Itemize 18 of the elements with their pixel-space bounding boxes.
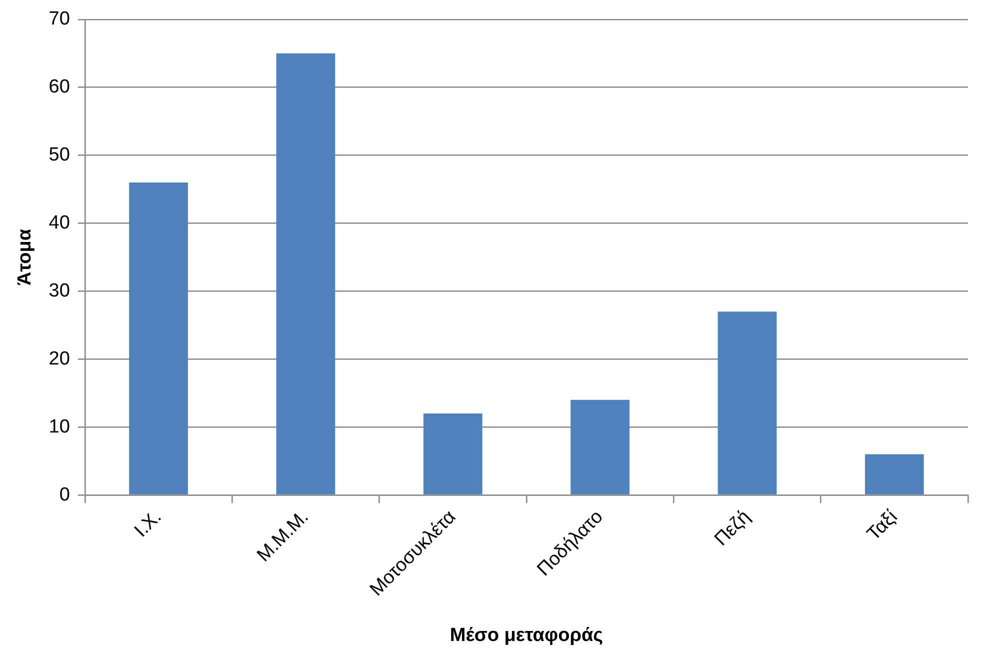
bar xyxy=(864,454,924,494)
y-tick-label: 60 xyxy=(48,76,70,98)
y-tick-label: 50 xyxy=(48,144,70,166)
bar xyxy=(129,182,188,494)
y-tick-label: 10 xyxy=(48,416,70,438)
y-tick-label: 30 xyxy=(48,280,70,302)
x-axis-title: Μέσο μεταφοράς xyxy=(450,624,604,646)
y-tick-label: 0 xyxy=(59,484,70,506)
y-tick-label: 70 xyxy=(48,8,70,30)
x-tick-label: Ι.Χ. xyxy=(130,506,166,542)
bar xyxy=(718,312,777,494)
bar xyxy=(423,414,482,494)
y-tick-label: 20 xyxy=(48,348,70,370)
bar xyxy=(570,400,630,494)
bar xyxy=(276,53,336,494)
y-axis-title: Άτομα xyxy=(14,228,36,286)
x-tick-label: Ταξί xyxy=(863,506,902,545)
y-tick-label: 40 xyxy=(48,212,70,234)
